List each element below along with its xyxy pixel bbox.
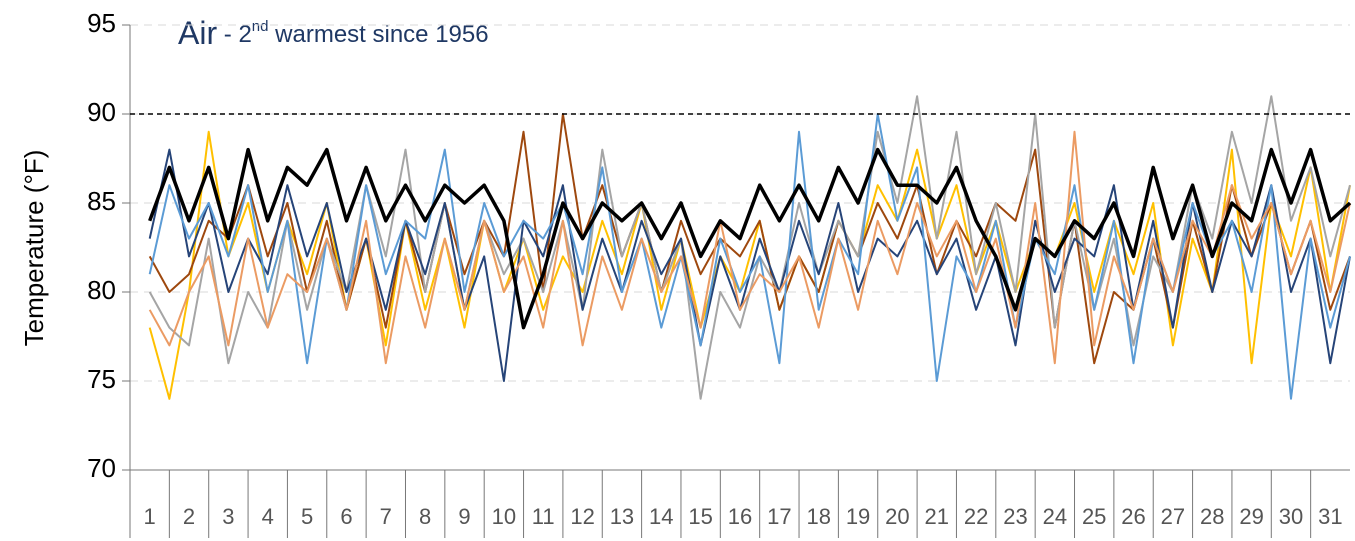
x-tick-label: 14 — [649, 504, 673, 529]
x-tick-label: 21 — [925, 504, 949, 529]
x-tick-label: 27 — [1161, 504, 1185, 529]
x-tick-label: 12 — [570, 504, 594, 529]
y-tick-label: 90 — [87, 97, 116, 127]
x-tick-label: 13 — [610, 504, 634, 529]
x-tick-label: 25 — [1082, 504, 1106, 529]
series-line — [148, 147, 1352, 330]
y-tick-label: 70 — [87, 453, 116, 483]
x-tick-label: 6 — [340, 504, 352, 529]
y-tick-label: 95 — [87, 8, 116, 38]
title-part: nd — [252, 18, 269, 35]
series-line — [148, 113, 1351, 400]
x-tick-label: 2 — [183, 504, 195, 529]
x-tick-label: 15 — [688, 504, 712, 529]
x-tick-label: 4 — [262, 504, 274, 529]
series-line — [148, 130, 1351, 400]
y-tick-label: 75 — [87, 364, 116, 394]
x-tick-label: 5 — [301, 504, 313, 529]
x-tick-label: 29 — [1239, 504, 1263, 529]
x-tick-label: 1 — [144, 504, 156, 529]
x-tick-label: 26 — [1121, 504, 1145, 529]
x-tick-label: 23 — [1003, 504, 1027, 529]
x-tick-label: 7 — [380, 504, 392, 529]
x-tick-label: 22 — [964, 504, 988, 529]
title-part: - 2 — [217, 21, 252, 48]
x-tick-label: 3 — [222, 504, 234, 529]
x-tick-label: 8 — [419, 504, 431, 529]
x-tick-label: 20 — [885, 504, 909, 529]
x-tick-label: 19 — [846, 504, 870, 529]
x-tick-label: 18 — [806, 504, 830, 529]
chart-title: Air - 2nd warmest since 1956 — [178, 15, 489, 51]
y-axis-label: Temperature (°F) — [19, 150, 49, 347]
x-tick-label: 24 — [1043, 504, 1067, 529]
series-line — [148, 130, 1351, 365]
title-part: warmest since 1956 — [268, 21, 488, 48]
x-tick-label: 28 — [1200, 504, 1224, 529]
x-tick-label: 31 — [1318, 504, 1342, 529]
y-tick-label: 80 — [87, 275, 116, 305]
x-tick-label: 16 — [728, 504, 752, 529]
x-tick-label: 11 — [532, 504, 555, 529]
x-tick-label: 9 — [458, 504, 470, 529]
title-part: Air — [178, 15, 217, 51]
y-tick-label: 85 — [87, 186, 116, 216]
x-tick-label: 17 — [767, 504, 791, 529]
x-tick-label: 30 — [1279, 504, 1303, 529]
x-tick-label: 10 — [492, 504, 516, 529]
series-line — [148, 148, 1351, 382]
